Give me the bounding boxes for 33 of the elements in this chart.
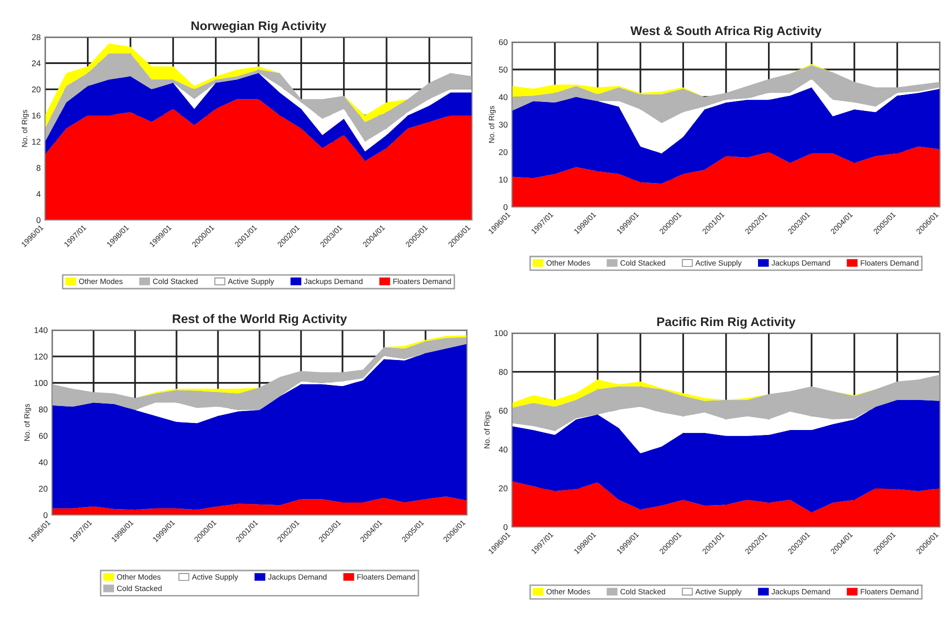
y-tick-label: 100 (494, 330, 508, 336)
y-tick-label: 20 (38, 486, 48, 492)
y-tick-label: 80 (38, 406, 48, 412)
y-tick-label: 40 (498, 94, 508, 100)
y-tick-label: 140 (34, 327, 48, 334)
chart-title: West & South Africa Rig Activity (630, 26, 822, 38)
y-tick-label: 40 (498, 446, 508, 452)
y-tick-label: 10 (499, 176, 508, 183)
y-tick-label: 60 (38, 432, 48, 439)
chart-title: Norwegian Rig Activity (192, 20, 326, 33)
y-tick-label: 30 (498, 122, 508, 128)
y-tick-label: 20 (498, 485, 508, 492)
y-tick-label: 60 (498, 408, 508, 414)
y-tick-label: 0 (504, 524, 508, 530)
y-tick-label: 120 (34, 354, 48, 360)
y-tick-label: 16 (32, 112, 40, 119)
y-tick-label: 24 (32, 60, 41, 66)
y-tick-label: 4 (36, 191, 41, 197)
chart-title: Pacific Rim Rig Activity (657, 316, 796, 329)
y-tick-label: 28 (32, 34, 40, 40)
y-tick-label: 0 (504, 204, 508, 210)
y-tick-label: 100 (34, 380, 48, 386)
y-tick-label: 12 (32, 138, 40, 145)
y-tick-label: 50 (498, 66, 508, 73)
chart-title: Rest of the World Rig Activity (172, 314, 347, 326)
y-tick-label: 8 (36, 164, 40, 171)
y-tick-label: 40 (38, 459, 48, 466)
y-tick-label: 20 (498, 149, 508, 156)
y-tick-label: 0 (36, 217, 41, 224)
y-tick-label: 80 (498, 369, 508, 375)
y-tick-label: 0 (44, 512, 48, 518)
y-tick-label: 20 (32, 86, 41, 92)
y-tick-label: 60 (498, 39, 508, 46)
